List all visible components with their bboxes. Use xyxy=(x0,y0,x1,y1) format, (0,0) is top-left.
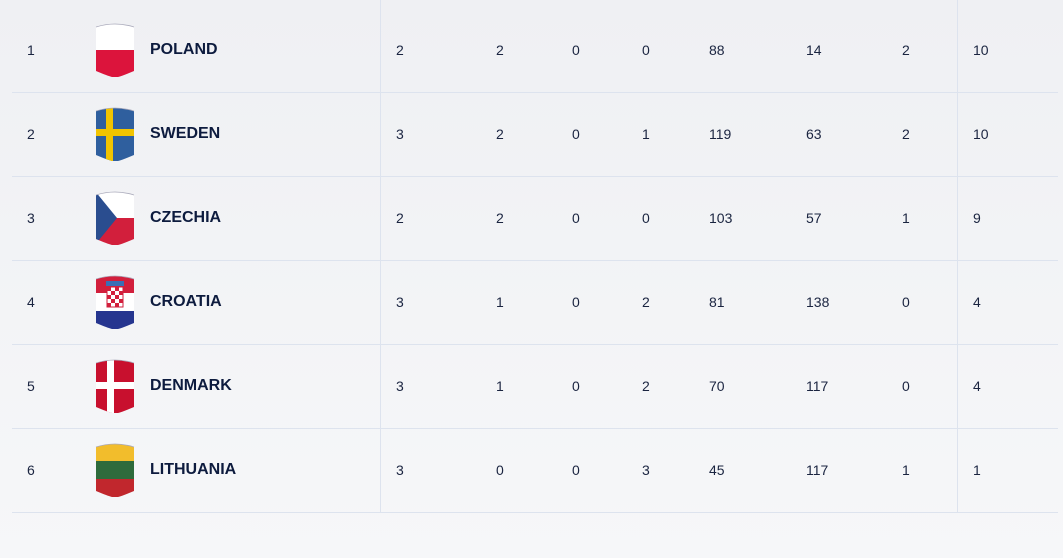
stat-cell: 0 xyxy=(572,126,580,142)
rank: 5 xyxy=(27,378,35,394)
denmark-flag-icon xyxy=(95,359,135,413)
stat-cell: 1 xyxy=(642,126,650,142)
stat-cell: 63 xyxy=(806,126,822,142)
column-divider xyxy=(380,0,381,512)
table-row[interactable]: 1 POLAND 2 2 0 0 88 14 2 10 xyxy=(12,8,1058,93)
stat-cell: 119 xyxy=(709,126,732,142)
country-name[interactable]: LITHUANIA xyxy=(150,461,237,478)
stat-cell: 4 xyxy=(973,294,981,310)
stat-cell: 3 xyxy=(396,462,404,478)
stat-cell: 3 xyxy=(642,462,650,478)
table-row[interactable]: 5 DENMARK 3 1 0 2 70 117 0 4 xyxy=(12,344,1058,429)
stat-cell: 0 xyxy=(572,378,580,394)
sweden-flag-icon xyxy=(95,107,135,161)
stat-cell: 0 xyxy=(642,210,650,226)
stat-cell: 1 xyxy=(496,378,504,394)
stat-cell: 0 xyxy=(572,462,580,478)
lithuania-flag-icon xyxy=(95,443,135,497)
rank: 4 xyxy=(27,294,35,310)
stat-cell: 2 xyxy=(496,42,504,58)
stat-cell: 2 xyxy=(642,378,650,394)
stat-cell: 117 xyxy=(806,378,829,394)
stat-cell: 14 xyxy=(806,42,822,58)
country-name[interactable]: CZECHIA xyxy=(150,209,222,226)
czechia-flag-icon xyxy=(95,191,135,245)
country-name[interactable]: CROATIA xyxy=(150,293,222,310)
stat-cell: 103 xyxy=(709,210,733,226)
poland-flag-icon xyxy=(95,23,135,77)
stat-cell: 2 xyxy=(396,42,404,58)
stat-cell: 0 xyxy=(902,378,910,394)
rank: 1 xyxy=(27,42,35,58)
country-name[interactable]: DENMARK xyxy=(150,377,232,394)
stat-cell: 9 xyxy=(973,210,981,226)
croatia-flag-icon xyxy=(95,275,135,329)
table-row[interactable]: 3 CZECHIA 2 2 0 0 103 57 1 9 xyxy=(12,176,1058,261)
stat-cell: 3 xyxy=(396,378,404,394)
stat-cell: 3 xyxy=(396,126,404,142)
table-row[interactable]: 6 LITHUANIA 3 0 0 3 45 117 1 1 xyxy=(12,428,1058,513)
stat-cell: 0 xyxy=(572,210,580,226)
stat-cell: 2 xyxy=(496,210,504,226)
rank: 3 xyxy=(27,210,35,226)
stat-cell: 57 xyxy=(806,210,822,226)
table-row[interactable]: 2 SWEDEN 3 2 0 1 119 63 2 10 xyxy=(12,92,1058,177)
stat-cell: 45 xyxy=(709,462,725,478)
stat-cell: 2 xyxy=(496,126,504,142)
stat-cell: 88 xyxy=(709,42,725,58)
stat-cell: 81 xyxy=(709,294,725,310)
table-row[interactable]: 4 CROATIA 3 1 0 2 81 138 0 4 xyxy=(12,260,1058,345)
stat-cell: 10 xyxy=(973,42,989,58)
stat-cell: 0 xyxy=(642,42,650,58)
stat-cell: 0 xyxy=(572,294,580,310)
stat-cell: 70 xyxy=(709,378,725,394)
rank: 2 xyxy=(27,126,35,142)
stat-cell: 1 xyxy=(902,210,910,226)
stat-cell: 2 xyxy=(396,210,404,226)
stat-cell: 2 xyxy=(902,42,910,58)
country-name[interactable]: POLAND xyxy=(150,41,218,58)
country-name[interactable]: SWEDEN xyxy=(150,125,221,142)
stat-cell: 2 xyxy=(642,294,650,310)
stat-cell: 1 xyxy=(973,462,981,478)
column-divider xyxy=(957,0,958,512)
stat-cell: 117 xyxy=(806,462,829,478)
stat-cell: 2 xyxy=(902,126,910,142)
stat-cell: 4 xyxy=(973,378,981,394)
rank: 6 xyxy=(27,462,35,478)
stat-cell: 3 xyxy=(396,294,404,310)
stat-cell: 138 xyxy=(806,294,830,310)
stat-cell: 0 xyxy=(902,294,910,310)
stat-cell: 0 xyxy=(496,462,504,478)
stat-cell: 0 xyxy=(572,42,580,58)
stat-cell: 10 xyxy=(973,126,989,142)
stat-cell: 1 xyxy=(902,462,910,478)
stat-cell: 1 xyxy=(496,294,504,310)
